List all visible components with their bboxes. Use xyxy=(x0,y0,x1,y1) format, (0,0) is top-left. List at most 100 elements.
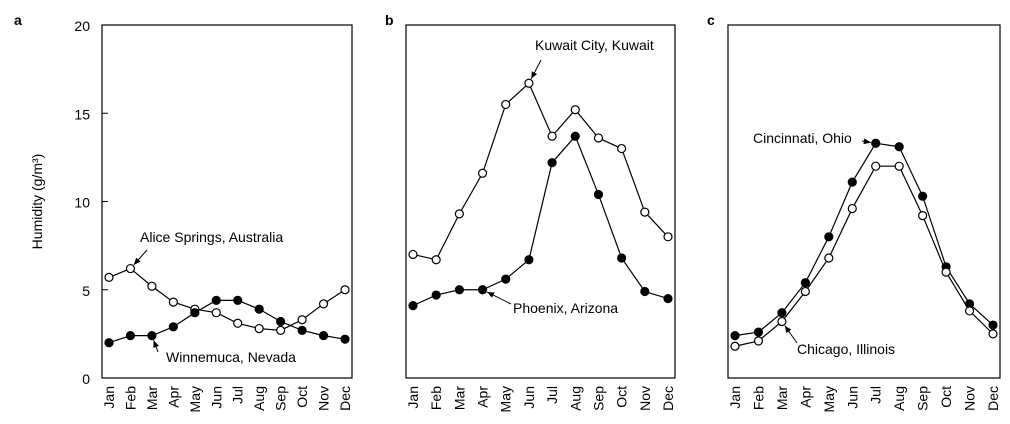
data-point xyxy=(824,253,834,263)
x-tick-label: Oct xyxy=(294,386,310,408)
data-point xyxy=(918,191,928,201)
arrow-head xyxy=(487,291,495,298)
x-tick-label: Feb xyxy=(750,386,766,410)
data-point xyxy=(753,336,764,346)
data-point xyxy=(297,325,307,335)
y-tick-label: 5 xyxy=(82,283,90,299)
data-point xyxy=(340,285,350,295)
data-point xyxy=(431,290,441,300)
plot-frame xyxy=(405,24,676,379)
x-tick-label: Oct xyxy=(938,386,954,408)
data-point xyxy=(730,341,740,351)
x-tick-label: Apr xyxy=(165,386,181,408)
x-tick-label: Jan xyxy=(101,386,117,409)
data-point xyxy=(871,161,881,171)
panel-label: b xyxy=(385,12,394,28)
x-tick-label: Jul xyxy=(868,386,884,404)
data-point xyxy=(524,78,534,88)
series-label: Alice Springs, Australia xyxy=(140,229,283,245)
series-label: Chicago, Illinois xyxy=(797,341,895,357)
data-point xyxy=(233,295,243,305)
y-tick-label: 10 xyxy=(74,195,90,211)
data-point xyxy=(894,161,904,171)
x-tick-label: Sep xyxy=(273,386,289,411)
x-tick-label: Feb xyxy=(122,386,138,410)
panel-label: a xyxy=(14,12,22,28)
series-label: Winnemuca, Nevada xyxy=(166,349,296,365)
data-point xyxy=(254,304,264,314)
data-point xyxy=(454,285,464,295)
data-point xyxy=(730,331,740,341)
data-point xyxy=(340,334,350,344)
data-point xyxy=(147,331,157,341)
data-point xyxy=(125,263,136,274)
data-point xyxy=(640,207,650,217)
data-point xyxy=(988,320,998,330)
data-point xyxy=(276,316,286,327)
x-tick-label: Apr xyxy=(797,386,813,408)
data-point xyxy=(547,131,557,141)
data-point xyxy=(501,99,511,110)
data-point xyxy=(211,295,221,305)
data-point xyxy=(297,315,307,325)
x-tick-label: Jul xyxy=(544,386,560,404)
y-tick-label: 15 xyxy=(74,106,90,122)
x-tick-label: Jun xyxy=(208,386,224,409)
y-axis-label: Humidity (g/m³) xyxy=(29,154,45,250)
x-tick-label: Sep xyxy=(590,386,606,411)
data-point xyxy=(663,232,673,242)
data-point xyxy=(847,177,857,187)
x-tick-label: Aug xyxy=(891,386,907,411)
data-point xyxy=(408,249,418,260)
data-point xyxy=(593,133,604,143)
data-point xyxy=(894,142,904,152)
data-point xyxy=(190,308,200,318)
data-point xyxy=(617,253,627,263)
x-tick-label: Nov xyxy=(316,386,332,411)
data-point xyxy=(276,325,286,335)
data-point xyxy=(777,316,787,327)
data-point xyxy=(753,327,764,337)
data-point xyxy=(964,306,975,316)
arrow-head xyxy=(863,138,871,145)
x-tick-label: Mar xyxy=(774,386,790,410)
x-tick-label: May xyxy=(821,386,837,412)
data-point xyxy=(254,323,264,334)
x-tick-label: Jun xyxy=(521,386,537,409)
x-tick-label: Aug xyxy=(567,386,583,411)
data-point xyxy=(871,138,881,148)
data-point xyxy=(988,329,998,339)
data-point xyxy=(233,318,243,328)
arrow-head xyxy=(133,257,141,265)
series-label: Kuwait City, Kuwait xyxy=(535,37,654,53)
data-point xyxy=(777,308,787,318)
panel-label: c xyxy=(707,12,715,28)
data-point xyxy=(211,308,221,318)
y-tick-label: 0 xyxy=(82,371,90,387)
arrow-head xyxy=(784,325,792,334)
data-point xyxy=(147,281,157,291)
data-point xyxy=(570,105,580,115)
series-line xyxy=(412,82,669,261)
x-tick-label: Dec xyxy=(337,386,353,411)
data-point xyxy=(617,143,627,154)
x-tick-label: Nov xyxy=(962,386,978,411)
x-tick-label: May xyxy=(187,386,203,412)
data-point xyxy=(168,297,178,307)
arrow-head xyxy=(531,71,538,79)
x-tick-label: Apr xyxy=(475,386,491,408)
data-point xyxy=(593,189,604,200)
x-tick-label: Oct xyxy=(614,386,630,408)
data-point xyxy=(524,255,534,265)
data-point xyxy=(570,131,580,141)
data-point xyxy=(501,274,511,284)
data-point xyxy=(477,285,488,295)
data-point xyxy=(318,299,329,309)
data-point xyxy=(941,267,951,277)
x-tick-label: Jun xyxy=(844,386,860,409)
data-point xyxy=(847,203,857,214)
data-point xyxy=(104,338,114,348)
data-point xyxy=(824,232,834,242)
series-line xyxy=(108,267,346,331)
x-tick-label: Feb xyxy=(428,386,444,410)
